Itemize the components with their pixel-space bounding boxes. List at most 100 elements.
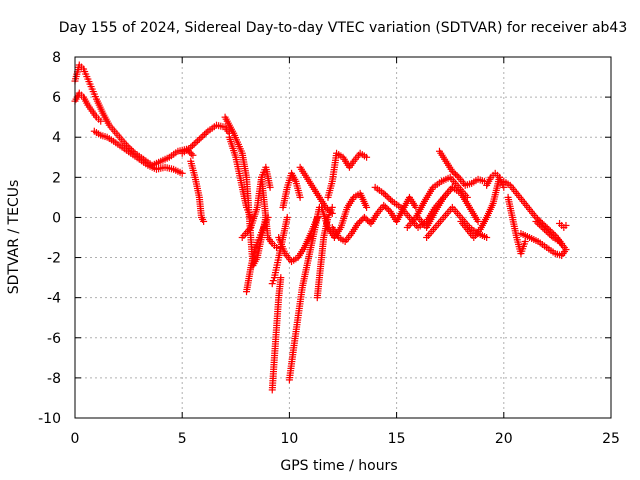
data-point	[474, 217, 482, 225]
data-point	[450, 169, 458, 177]
data-point	[544, 229, 552, 237]
data-point	[363, 153, 371, 161]
series-sat-c	[90, 127, 186, 177]
y-tick-label: 6	[52, 90, 61, 106]
series-sat-s	[324, 149, 371, 201]
data-point	[195, 135, 203, 143]
data-point	[483, 234, 491, 241]
series-sat-l	[268, 274, 285, 394]
x-tick-label: 25	[602, 431, 620, 447]
data-point	[189, 151, 197, 159]
series-sat-w	[403, 173, 471, 231]
grid	[75, 57, 611, 418]
data-point	[192, 138, 200, 146]
series-sat-ff	[532, 217, 570, 254]
data-point	[364, 216, 372, 224]
data-point	[200, 130, 208, 138]
data-point	[448, 167, 456, 175]
data-point	[356, 218, 364, 226]
y-tick-label: -10	[38, 411, 61, 427]
data-point	[194, 137, 202, 145]
data-point	[541, 225, 549, 233]
tick-labels: 0 5 10 15 20 25 -10 -8 -6 -4 -2 0 2 4 6 8	[38, 50, 620, 447]
data-point	[539, 224, 547, 232]
data-point	[202, 129, 210, 137]
data-point	[268, 280, 276, 288]
data-point	[266, 183, 274, 191]
series-sat-cc	[500, 177, 566, 248]
data-points	[71, 61, 570, 394]
y-tick-label: 0	[52, 210, 61, 226]
series-sat-k	[268, 213, 291, 288]
data-point	[178, 169, 186, 177]
series-sat-bb	[483, 169, 508, 191]
data-point	[296, 193, 304, 201]
y-tick-label: 8	[52, 50, 61, 66]
data-point	[380, 201, 388, 209]
series-sat-g	[225, 133, 255, 221]
data-point	[97, 117, 105, 125]
series-sat-u	[360, 193, 420, 227]
series-sat-gg	[556, 219, 570, 231]
y-tick-label: -8	[47, 371, 61, 387]
series-sat-d	[178, 121, 233, 157]
data-point	[383, 204, 391, 212]
data-point	[535, 221, 543, 229]
y-tick-label: -4	[47, 291, 61, 307]
data-point	[273, 244, 281, 252]
data-point	[562, 221, 570, 229]
chart-title: Day 155 of 2024, Sidereal Day-to-day VTE…	[59, 20, 628, 36]
data-point	[362, 215, 370, 223]
y-tick-label: 4	[52, 130, 61, 146]
data-point	[521, 238, 529, 246]
plot-frame	[74, 56, 612, 419]
data-point	[277, 274, 285, 282]
y-axis-label: SDTVAR / TECUs	[6, 180, 22, 295]
data-point	[381, 203, 389, 211]
data-point	[200, 217, 208, 225]
series-sat-o	[275, 213, 321, 266]
data-point	[283, 213, 291, 221]
data-point	[534, 219, 542, 227]
data-point	[190, 140, 198, 148]
data-point	[385, 194, 393, 202]
data-point	[187, 143, 195, 151]
data-point	[546, 230, 554, 238]
series-sat-n	[285, 203, 323, 384]
data-point	[357, 216, 365, 224]
data-point	[187, 150, 195, 158]
data-point	[542, 227, 550, 235]
data-point	[532, 217, 540, 225]
data-point	[387, 196, 395, 204]
y-tick-label: -6	[47, 331, 61, 347]
x-tick-label: 15	[388, 431, 406, 447]
series-sat-x	[414, 183, 482, 231]
data-point	[269, 277, 277, 285]
data-point	[452, 170, 460, 178]
data-point	[360, 213, 368, 221]
data-point	[313, 213, 321, 221]
data-point	[197, 134, 205, 142]
x-axis-label: GPS time / hours	[280, 458, 397, 474]
x-tick-label: 0	[71, 431, 80, 447]
x-tick-label: 10	[280, 431, 298, 447]
data-point	[380, 189, 388, 197]
series-sat-m	[279, 169, 304, 211]
data-point	[199, 132, 207, 140]
data-point	[363, 203, 371, 211]
series-sat-t	[328, 213, 368, 246]
x-tick-label: 5	[178, 431, 187, 447]
data-point	[323, 205, 331, 213]
y-tick-label: -2	[47, 251, 61, 267]
y-tick-label: 2	[52, 170, 61, 186]
data-point	[383, 193, 391, 201]
x-tick-label: 20	[495, 431, 513, 447]
series-sat-e	[187, 157, 208, 225]
data-point	[453, 172, 461, 180]
data-point	[562, 246, 570, 254]
data-point	[537, 222, 545, 230]
series-sat-j	[258, 173, 281, 252]
series-sat-aa	[457, 173, 504, 241]
data-point	[354, 219, 362, 227]
